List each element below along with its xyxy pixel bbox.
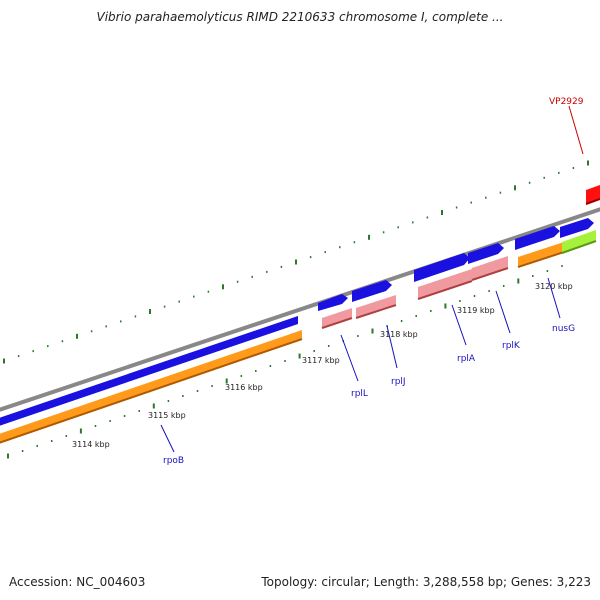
gene-rplK-shadow [471, 267, 509, 281]
gene-nusG-shadow [517, 251, 565, 268]
gene-rplA[interactable] [418, 269, 472, 298]
gene-rplJ-protein[interactable] [352, 280, 392, 302]
leader-rpoB [160, 424, 175, 453]
gene-label-rplJ[interactable]: rplJ [391, 377, 406, 387]
position-label: 3116 kbp [225, 383, 263, 392]
gene-label-rplK[interactable]: rplK [502, 341, 521, 351]
gene-label-rplA[interactable]: rplA [457, 354, 476, 364]
gene-rpoB-shadow [0, 338, 303, 444]
gene-rplA-protein[interactable] [414, 253, 470, 282]
gene-rplK[interactable] [472, 256, 508, 279]
gene-label-rplL[interactable]: rplL [351, 389, 368, 399]
ruler-ticks-lower [7, 265, 563, 459]
gene-rplL-shadow [321, 317, 353, 329]
gene-rplL-protein[interactable] [318, 294, 348, 311]
leader-rplJ [386, 325, 398, 369]
accession-label: Accession: NC_004603 [9, 575, 146, 589]
gene-nusG[interactable] [518, 242, 564, 266]
position-label: 3117 kbp [302, 356, 340, 365]
position-label: 3114 kbp [72, 440, 110, 449]
gene-nusG-protein[interactable] [515, 226, 560, 250]
gene-VP2929[interactable] [586, 185, 600, 203]
gene-rplK-protein[interactable] [468, 243, 504, 264]
leader-rplL [340, 334, 359, 382]
position-label: 3120 kbp [535, 282, 573, 291]
gene-rplA-shadow [417, 280, 473, 300]
chromosome-backbone [0, 207, 600, 412]
genome-summary: Topology: circular; Length: 3,288,558 bp… [261, 575, 591, 589]
map-title: Vibrio parahaemolyticus RIMD 2210633 chr… [96, 10, 504, 24]
leader-rplK [495, 290, 511, 334]
gene-rpoB-protein[interactable] [0, 316, 298, 429]
leader-VP2929 [568, 105, 584, 155]
gene-rplL[interactable] [322, 308, 352, 327]
position-label: 3115 kbp [148, 411, 186, 420]
gene-rpoB[interactable] [0, 330, 302, 446]
gene-label-VP2929[interactable]: VP2929 [549, 97, 584, 107]
gene-rplJ[interactable] [356, 295, 396, 317]
gene-secE-protein[interactable] [560, 218, 594, 238]
gene-label-nusG[interactable]: nusG [552, 324, 575, 334]
position-label: 3118 kbp [380, 330, 418, 339]
gene-VP2929-shadow [585, 198, 600, 205]
gene-rplJ-shadow [355, 304, 397, 319]
gene-secE[interactable] [562, 230, 596, 252]
gene-secE-shadow [561, 240, 597, 254]
position-label: 3119 kbp [457, 306, 495, 315]
gene-label-rpoB[interactable]: rpoB [163, 456, 184, 466]
ruler-ticks-upper [3, 160, 589, 364]
leader-rplA [451, 304, 467, 346]
leader-nusG [547, 277, 561, 319]
